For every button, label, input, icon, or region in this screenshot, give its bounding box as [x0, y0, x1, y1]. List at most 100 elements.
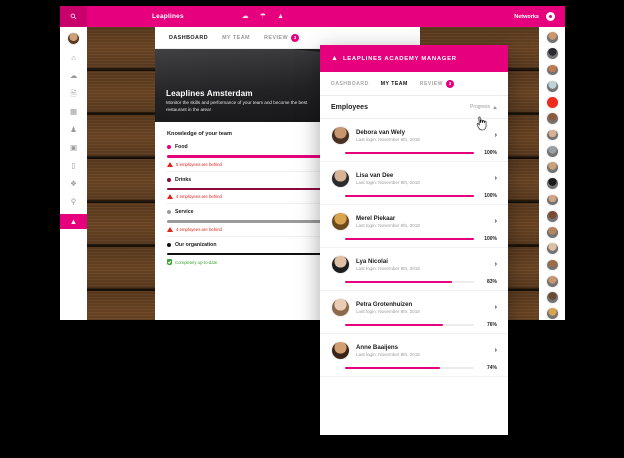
avatar[interactable]: [67, 32, 80, 45]
gear-icon[interactable]: [546, 12, 555, 21]
chevron-right-icon[interactable]: ›: [494, 218, 497, 225]
modal-tab-dashboard[interactable]: DASHBOARD: [331, 81, 369, 87]
knowledge-row-head: Food: [167, 144, 408, 150]
employee-row[interactable]: Petra Grotenhuizen Last login: November 8…: [320, 291, 508, 334]
employee-row[interactable]: Anne Baaijens Last login: November 8th, 2…: [320, 334, 508, 377]
employee-row[interactable]: Lisa van Dee Last login: November 8th, 20…: [320, 162, 508, 205]
brand-label: Leaplines: [152, 13, 184, 20]
sidebar-item-ideas[interactable]: ⚲: [70, 196, 77, 206]
chevron-right-icon[interactable]: ›: [494, 304, 497, 311]
contact-avatar[interactable]: [545, 79, 559, 93]
employees-list-header: Employees Progress: [320, 96, 508, 119]
contact-avatar[interactable]: [545, 242, 559, 256]
employee-row[interactable]: Lya Nicolai Last login: November 8th, 201…: [320, 248, 508, 291]
modal-tab-review[interactable]: REVIEW 3: [420, 79, 454, 88]
contact-avatar[interactable]: [545, 161, 559, 174]
contact-avatar[interactable]: [545, 291, 559, 304]
modal-review-count-badge: 3: [445, 79, 454, 88]
app-topbar: Leaplines ☁ ☂ ▲ Networks: [60, 6, 565, 27]
knowledge-row: Drinks 4 employees are behind: [167, 177, 408, 205]
chevron-right-icon[interactable]: ›: [494, 261, 497, 268]
sort-by-progress-button[interactable]: Progress: [470, 104, 497, 110]
contact-avatar[interactable]: [545, 96, 559, 109]
divider: [167, 235, 408, 237]
avatar: [331, 126, 350, 145]
contact-avatar[interactable]: [545, 144, 559, 158]
contact-avatar[interactable]: [545, 128, 559, 142]
tab-my-team-label: MY TEAM: [222, 34, 251, 41]
tab-review[interactable]: REVIEW 3: [264, 33, 299, 42]
contact-avatar[interactable]: [545, 209, 559, 223]
review-count-badge: 3: [290, 33, 299, 42]
tab-dashboard[interactable]: DASHBOARD: [169, 35, 208, 41]
tab-my-team[interactable]: MY TEAM: [222, 35, 250, 41]
sidebar-item-camera[interactable]: ▣: [69, 142, 78, 152]
progress-track: [345, 237, 474, 241]
contact-avatar[interactable]: [545, 258, 559, 272]
employee-info: Petra Grotenhuizen Last login: November 8…: [356, 301, 420, 315]
knowledge-note-text: 5 employees are behind: [176, 161, 222, 167]
employees-title: Employees: [331, 103, 368, 111]
knowledge-row-note: Completely up-to-date: [167, 259, 408, 265]
contact-avatar[interactable]: [545, 226, 559, 239]
employee-name: Merel Piekaar: [356, 214, 396, 222]
sidebar-item-card[interactable]: ▯: [71, 160, 76, 170]
chat-icon[interactable]: ☁: [241, 13, 249, 20]
contact-avatar[interactable]: [545, 307, 559, 320]
employee-info: Lya Nicolai Last login: November 8th, 201…: [356, 258, 420, 272]
knowledge-row-label: Our organization: [175, 241, 217, 248]
warning-triangle-icon: [167, 226, 173, 232]
employee-last-login: Last login: November 8th, 2018: [356, 266, 420, 272]
employee-row[interactable]: Debora van Wely Last login: November 8th,…: [320, 119, 508, 162]
contact-avatar[interactable]: [545, 63, 559, 77]
contact-avatar[interactable]: [545, 112, 559, 126]
employee-last-login: Last login: November 8th, 2018: [356, 309, 420, 315]
employee-row-top: Anne Baaijens Last login: November 8th, 2…: [331, 341, 497, 360]
knowledge-note-text: 4 employees are behind: [176, 226, 222, 232]
sidebar-item-academy[interactable]: ▲: [60, 214, 87, 229]
avatar: [331, 255, 350, 274]
knowledge-note-text: Completely up-to-date: [175, 259, 218, 265]
sidebar-item-people[interactable]: ♟: [70, 124, 77, 134]
modal-title: LEAPLINES ACADEMY MANAGER: [342, 55, 457, 62]
knowledge-progress-track: [167, 220, 408, 223]
avatar: [331, 341, 350, 360]
chevron-right-icon[interactable]: ›: [494, 132, 497, 139]
sidebar-item-tag[interactable]: ❖: [70, 178, 77, 188]
employee-name: Lya Nicolai: [356, 257, 388, 265]
progress-fill: [345, 237, 474, 241]
employee-progress: 74%: [331, 365, 497, 371]
knowledge-row-head: Our organization: [167, 242, 408, 248]
progress-fill: [345, 194, 474, 198]
employee-progress: 100%: [331, 150, 497, 156]
employee-name: Debora van Wely: [356, 128, 405, 136]
contact-avatar[interactable]: [545, 193, 559, 207]
search-button[interactable]: [60, 6, 87, 27]
sidebar-item-documents[interactable]: 🗎: [70, 88, 77, 98]
contact-avatar[interactable]: [545, 274, 559, 288]
avatar: [331, 298, 350, 317]
shield-check-icon: [167, 259, 172, 265]
networks-label[interactable]: Networks: [514, 13, 539, 20]
alert-icon[interactable]: ▲: [277, 13, 285, 20]
chevron-right-icon[interactable]: ›: [494, 347, 497, 354]
sidebar-item-home[interactable]: ⌂: [71, 52, 76, 62]
notification-icon[interactable]: ☂: [259, 13, 267, 20]
employee-info: Anne Baaijens Last login: November 8th, 2…: [356, 344, 420, 358]
progress-fill: [345, 280, 453, 284]
employee-row-top: Lya Nicolai Last login: November 8th, 201…: [331, 255, 497, 274]
category-dot-icon: [167, 177, 171, 182]
contact-avatar[interactable]: [545, 177, 559, 191]
knowledge-title: Knowledge of your team: [167, 131, 232, 137]
contact-avatar[interactable]: [545, 31, 559, 44]
chevron-right-icon[interactable]: ›: [494, 175, 497, 182]
sidebar-item-building[interactable]: ▦: [69, 106, 78, 116]
knowledge-progress-track: [167, 155, 408, 158]
hero-text: Leaplines Amsterdam Monitor the skills a…: [166, 89, 326, 114]
employee-row[interactable]: Merel Piekaar Last login: November 8th, 2…: [320, 205, 508, 248]
modal-tab-my-team[interactable]: MY TEAM: [381, 81, 408, 87]
sidebar-item-chat[interactable]: ☁: [69, 70, 78, 80]
progress-value: 83%: [486, 279, 497, 285]
knowledge-row: Our organization Completely up-to-date: [167, 242, 408, 265]
contact-avatar[interactable]: [545, 47, 559, 61]
